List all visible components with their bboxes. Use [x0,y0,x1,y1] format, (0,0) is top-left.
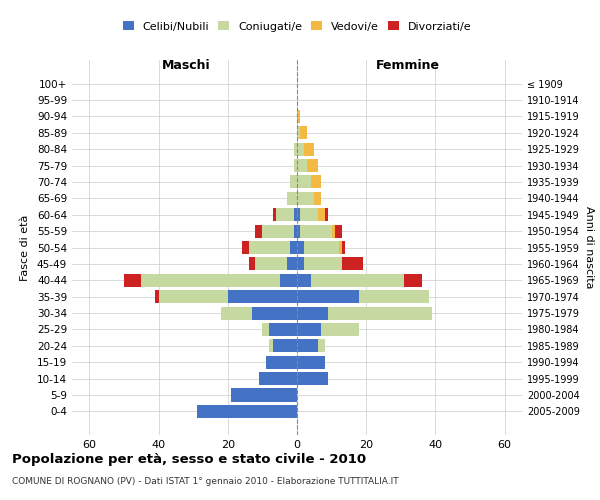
Bar [231,388,297,402]
Bar [297,110,301,123]
Bar [259,372,297,385]
Bar [304,241,338,254]
Bar [404,274,422,287]
Bar [266,356,297,369]
Bar [301,224,332,237]
Bar [311,274,404,287]
Bar [280,274,297,287]
Bar [262,224,293,237]
Bar [297,340,318,352]
Text: COMUNE DI ROGNANO (PV) - Dati ISTAT 1° gennaio 2010 - Elaborazione TUTTITALIA.IT: COMUNE DI ROGNANO (PV) - Dati ISTAT 1° g… [12,478,398,486]
Bar [293,159,297,172]
Bar [269,323,297,336]
Bar [338,241,342,254]
Bar [297,126,301,140]
Bar [318,208,325,222]
Bar [304,258,342,270]
Bar [242,241,248,254]
Legend: Celibi/Nubili, Coniugati/e, Vedovi/e, Divorziati/e: Celibi/Nubili, Coniugati/e, Vedovi/e, Di… [118,17,476,36]
Bar [301,208,318,222]
Bar [297,323,321,336]
Bar [304,142,314,156]
Bar [262,323,269,336]
Bar [273,340,297,352]
Text: Maschi: Maschi [162,59,211,72]
Bar [297,142,304,156]
Bar [297,192,314,205]
Bar [248,258,256,270]
Bar [297,356,325,369]
Bar [293,142,297,156]
Bar [328,306,432,320]
Bar [269,340,273,352]
Bar [297,290,359,303]
Bar [273,208,276,222]
Y-axis label: Fasce di età: Fasce di età [20,214,30,280]
Text: Popolazione per età, sesso e stato civile - 2010: Popolazione per età, sesso e stato civil… [12,452,366,466]
Bar [297,224,301,237]
Bar [332,224,335,237]
Bar [301,126,307,140]
Bar [297,306,328,320]
Bar [124,274,141,287]
Bar [276,208,293,222]
Bar [297,176,311,188]
Bar [297,208,301,222]
Bar [290,176,297,188]
Y-axis label: Anni di nascita: Anni di nascita [584,206,593,289]
Bar [228,290,297,303]
Bar [155,290,158,303]
Bar [359,290,428,303]
Bar [293,208,297,222]
Bar [287,258,297,270]
Bar [314,192,321,205]
Bar [318,340,325,352]
Bar [342,258,363,270]
Bar [197,405,297,418]
Bar [297,372,328,385]
Bar [297,241,304,254]
Bar [342,241,346,254]
Bar [141,274,280,287]
Bar [325,208,328,222]
Bar [221,306,252,320]
Bar [321,323,359,336]
Bar [287,192,297,205]
Bar [248,241,290,254]
Bar [307,159,318,172]
Bar [311,176,321,188]
Bar [297,274,311,287]
Bar [297,159,307,172]
Bar [256,224,262,237]
Bar [252,306,297,320]
Text: Femmine: Femmine [376,59,440,72]
Bar [256,258,287,270]
Bar [158,290,228,303]
Bar [293,224,297,237]
Bar [290,241,297,254]
Bar [297,258,304,270]
Bar [335,224,342,237]
